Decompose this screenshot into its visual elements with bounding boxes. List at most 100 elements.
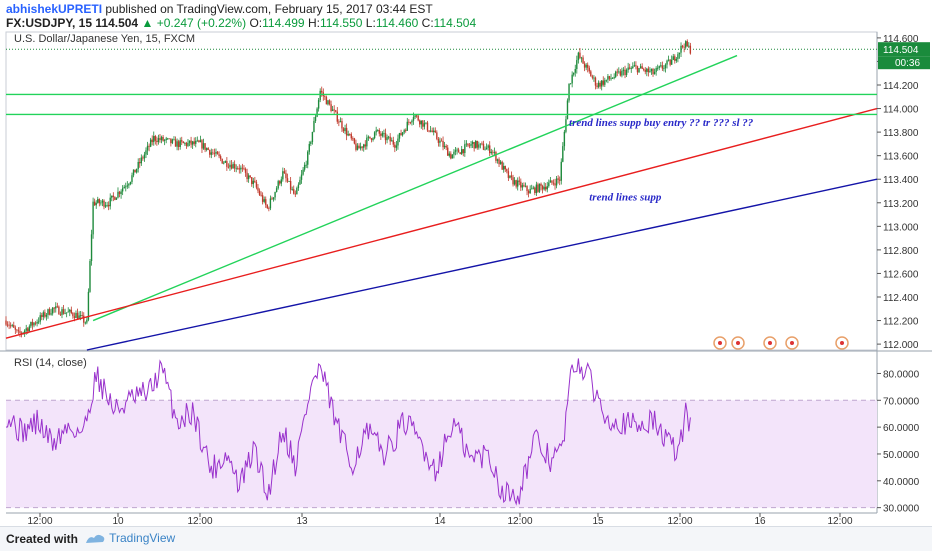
candle-body: [255, 182, 258, 188]
candle-body: [139, 161, 141, 164]
candle-body: [526, 185, 528, 192]
price-tick-label: 114.600: [883, 34, 919, 45]
candle-body: [571, 74, 573, 84]
candle-body: [20, 332, 23, 334]
candle-body: [314, 116, 317, 121]
candle-body: [131, 175, 133, 182]
author-link[interactable]: abhishekUPRETI: [6, 2, 103, 16]
candle-body: [232, 163, 234, 169]
candle-body: [156, 140, 158, 143]
symbol-legend: FX:USDJPY, 15 114.504 ▲ +0.247 (+0.22%) …: [6, 16, 476, 30]
candle-body: [688, 45, 690, 47]
candle-body: [115, 197, 118, 200]
event-marker-dot: [790, 341, 794, 345]
candle-body: [310, 141, 312, 144]
candle-body: [230, 164, 233, 169]
candle-body: [468, 145, 471, 147]
candle-body: [201, 140, 203, 149]
candle-body: [535, 184, 538, 193]
time-tick-label: 14: [434, 516, 446, 526]
candle-body: [568, 83, 570, 101]
price-tick-label: 113.800: [883, 128, 919, 139]
candle-body: [394, 144, 396, 148]
candle-body: [496, 159, 499, 161]
candle-body: [613, 76, 615, 79]
time-tick-label: 12:00: [507, 516, 532, 526]
candle-body: [219, 156, 222, 159]
candle-body: [65, 312, 68, 314]
candle-body: [218, 154, 220, 157]
candle-body: [8, 324, 10, 326]
candle-body: [666, 60, 668, 65]
candle-body: [439, 140, 441, 143]
chart-canvas[interactable]: U.S. Dollar/Japanese Yen, 15, FXCM 112.00…: [0, 0, 932, 526]
candle-body: [563, 131, 566, 147]
candle-body: [428, 130, 430, 132]
candle-body: [363, 144, 365, 148]
close-label: C:: [421, 16, 434, 30]
rsi-series-line: [5, 358, 691, 506]
candle-body: [512, 177, 514, 185]
candle-body: [265, 199, 267, 205]
candle-body: [89, 260, 91, 292]
price-change: +0.247 (+0.22%): [156, 16, 247, 30]
candle-body: [209, 149, 211, 155]
candle-body: [549, 180, 552, 183]
candle-body: [285, 173, 287, 179]
candle-body: [190, 140, 192, 145]
last-price: 114.504: [95, 16, 139, 30]
candle-body: [42, 312, 45, 317]
candle-body: [93, 201, 96, 206]
candle-body: [590, 71, 592, 77]
time-tick-label: 12:00: [667, 516, 692, 526]
candle-body: [279, 181, 281, 184]
candle-body: [244, 168, 247, 173]
candle-body: [317, 100, 320, 109]
candle-body: [678, 52, 681, 55]
candle-body: [377, 130, 379, 131]
candle-body: [268, 208, 270, 209]
candle-body: [476, 140, 478, 148]
candle-body: [100, 202, 102, 204]
candle-body: [187, 142, 189, 146]
countdown-tag: [878, 56, 930, 70]
candle-body: [523, 185, 525, 187]
candle-body: [356, 145, 359, 150]
candle-body: [409, 122, 412, 124]
candle-body: [576, 60, 578, 69]
candle-body: [205, 148, 208, 150]
candle-body: [562, 146, 564, 162]
candle-body: [237, 168, 239, 170]
candle-body: [58, 306, 60, 315]
candle-body: [531, 188, 533, 190]
candle-body: [599, 82, 601, 87]
tradingview-brand[interactable]: TradingView: [84, 531, 175, 545]
price-tick-label: 114.200: [883, 81, 919, 92]
candle-body: [632, 66, 634, 68]
candle-body: [484, 149, 486, 151]
candle-body: [243, 168, 245, 170]
candle-body: [227, 166, 230, 168]
candle-body: [650, 68, 653, 72]
candle-body: [641, 66, 643, 70]
price-tick-label: 112.200: [883, 317, 919, 328]
candle-body: [121, 188, 124, 192]
candle-body: [341, 121, 343, 129]
candle-body: [297, 184, 300, 189]
candle-body: [342, 128, 345, 132]
rsi-tick-label: 30.0000: [883, 504, 920, 515]
candle-body: [6, 324, 9, 326]
candle-body: [162, 136, 164, 141]
candle-body: [520, 181, 522, 188]
symbol-name[interactable]: FX:USDJPY, 15: [6, 16, 93, 30]
rsi-band: [6, 400, 877, 508]
price-tick-label: 113.000: [883, 222, 919, 233]
candle-body: [126, 185, 129, 187]
candle-body: [149, 139, 152, 147]
candle-body: [275, 188, 278, 193]
candle-body: [274, 192, 276, 198]
price-tick-label: 113.400: [883, 175, 919, 186]
candle-body: [313, 120, 315, 132]
candle-body: [90, 234, 93, 261]
candle-body: [271, 198, 273, 200]
